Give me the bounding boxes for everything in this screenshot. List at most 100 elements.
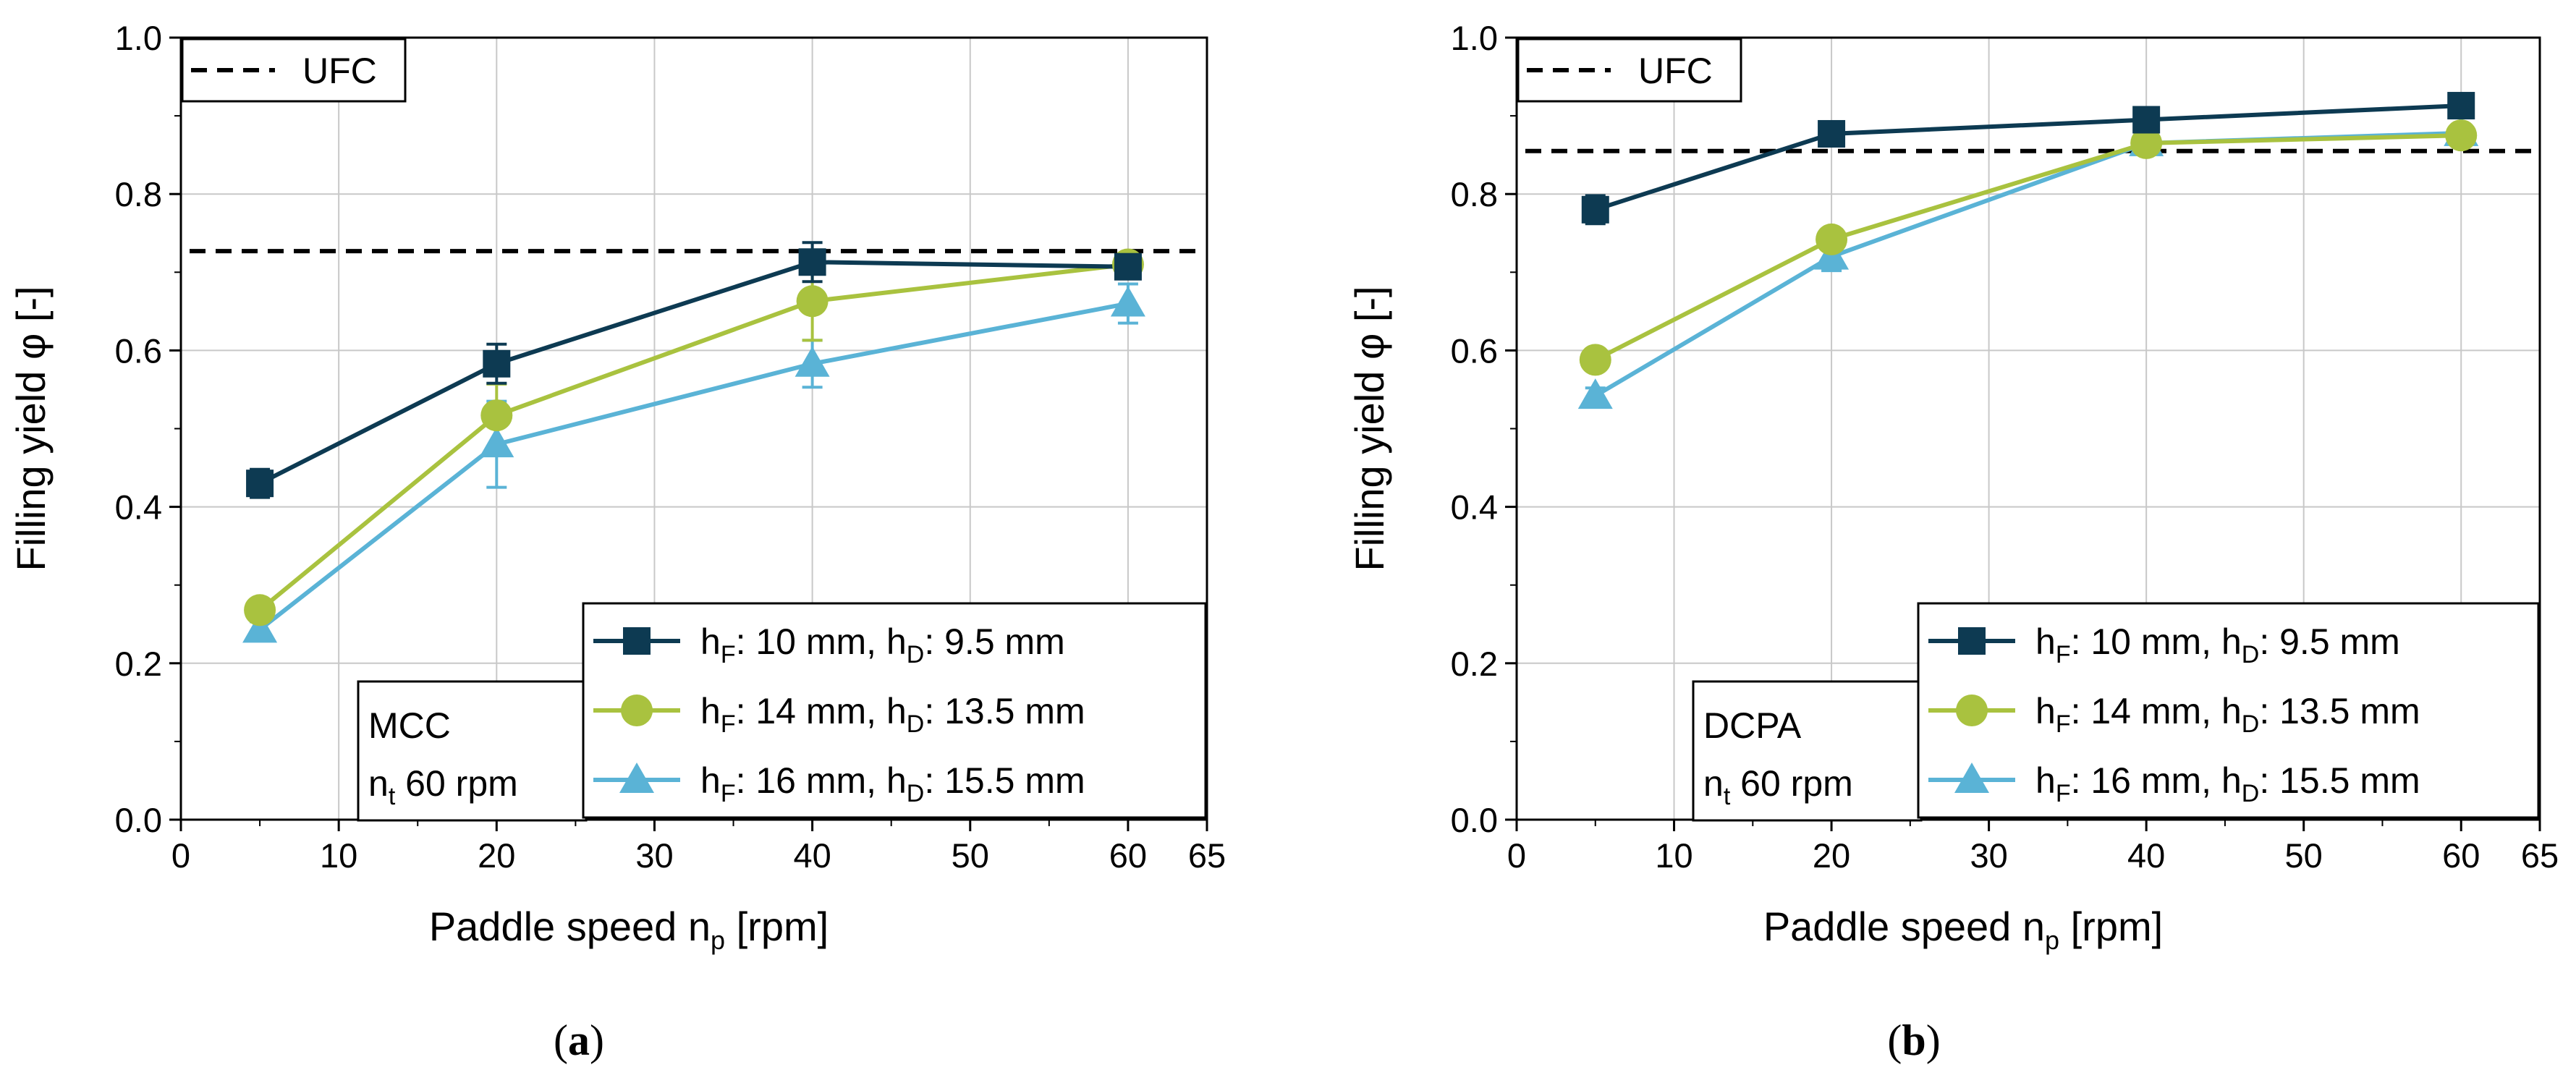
series-legend-b: hF: 10 mm, hD: 9.5 mm hF: 14 mm, hD: 13.… [1917, 602, 2540, 819]
data-point-b-2-1 [1816, 223, 1848, 255]
x-axis-title-b: Paddle speed np [rpm] [1763, 904, 2163, 955]
y-tick-label-b-4: 0.8 [1451, 175, 1498, 213]
series-line-b-2 [1594, 133, 2462, 362]
chart-panel-a: 0 10 20 30 40 50 60 65 0.0 0.2 0.4 0.6 0.8 1.0 Fillin… [8, 19, 1226, 1064]
data-point-a-3-2 [795, 346, 830, 377]
data-point-b-1-0 [1581, 195, 1609, 224]
legend-hf-sub-b-2: F [2056, 710, 2071, 738]
series-line-a-1 [258, 260, 1128, 485]
ufc-legend-a: UFC [181, 38, 407, 103]
material-annotation-a: MCC nt 60 rpm [357, 680, 588, 822]
panel-label-open-a: ( [554, 1016, 568, 1064]
legend-hd-value-a-1: : 9.5 mm [924, 621, 1064, 662]
legend-marker-a-1 [623, 627, 651, 655]
tumbler-speed-value-b: 60 rpm [1730, 763, 1853, 804]
panel-label-letter-a: a [568, 1016, 590, 1064]
x-axis-title-a: Paddle speed np [rpm] [429, 904, 829, 955]
series-legend-a: hF: 10 mm, hD: 9.5 mm hF: 14 mm, hD: 13.… [582, 602, 1207, 819]
data-point-a-1-1 [483, 349, 511, 378]
legend-hf-a-3: h [700, 760, 721, 801]
legend-entry-1-b: hF: 10 mm, hD: 9.5 mm [2035, 621, 2400, 668]
chart-panel-b: 0 10 20 30 40 50 60 65 0.0 0.2 0.4 0.6 0.8 1.0 Fillin… [1347, 19, 2559, 1064]
legend-entry-2-a: hF: 14 mm, hD: 13.5 mm [700, 691, 1085, 738]
panel-label-close-b: ) [1926, 1016, 1941, 1064]
y-tick-label-a-2: 0.4 [115, 488, 162, 527]
series-legend-samples-b [1928, 627, 2015, 793]
x-tick-label-b-3: 30 [1970, 836, 2007, 875]
series-legend-box-b [1917, 602, 2540, 819]
legend-hd-b-3: h [2221, 760, 2242, 801]
legend-hd-value-a-2: : 13.5 mm [924, 691, 1085, 731]
tumbler-speed-b: nt 60 rpm [1703, 763, 1853, 810]
ufc-legend-label-b: UFC [1638, 51, 1713, 91]
data-point-b-1-1 [1818, 119, 1846, 148]
x-tick-label-a-5: 50 [952, 836, 989, 875]
legend-hd-a-3: h [886, 760, 907, 801]
x-axis-title-sub-a: p [711, 925, 725, 955]
material-name-a: MCC [368, 705, 451, 746]
x-tick-label-b-6: 60 [2442, 836, 2480, 875]
y-tick-label-a-0: 0.0 [115, 801, 162, 839]
legend-hd-sub-b-3: D [2242, 780, 2260, 807]
legend-hf-b-2: h [2035, 691, 2056, 731]
data-point-a-3-3 [1110, 286, 1145, 317]
x-tick-label-b-7: 65 [2521, 836, 2559, 875]
x-tick-label-b-4: 40 [2127, 836, 2165, 875]
legend-marker-b-3 [1954, 763, 1989, 793]
series-line-a-2 [258, 262, 1129, 612]
legend-marker-b-2 [1956, 695, 1988, 726]
legend-hd-sub-a-2: D [907, 710, 925, 738]
legend-hf-a-1: h [700, 621, 721, 662]
legend-hd-a-1: h [886, 621, 907, 662]
legend-hf-value-b-2: : 14 mm, [2071, 691, 2221, 731]
panel-label-b: (b) [1887, 1016, 1940, 1064]
data-point-b-2-2 [2130, 127, 2163, 159]
tumbler-speed-prefix-b: n [1703, 763, 1724, 804]
grid-lines-b [1517, 38, 2540, 820]
data-series-b [1577, 92, 2479, 409]
data-point-a-1-2 [798, 248, 826, 276]
data-point-a-1-0 [246, 470, 274, 498]
legend-hf-sub-a-2: F [721, 710, 736, 738]
legend-entry-2-b: hF: 14 mm, hD: 13.5 mm [2035, 691, 2420, 738]
legend-hd-value-b-1: : 9.5 mm [2259, 621, 2399, 662]
legend-hf-value-b-1: : 10 mm, [2071, 621, 2221, 662]
ufc-legend-b: UFC [1517, 38, 1742, 103]
y-tick-label-a-5: 1.0 [115, 19, 162, 57]
data-point-a-2-0 [244, 594, 276, 627]
legend-entry-3-b: hF: 16 mm, hD: 15.5 mm [2035, 760, 2420, 807]
series-line-a-3 [258, 301, 1129, 632]
legend-hf-b-1: h [2035, 621, 2056, 662]
legend-hf-value-a-1: : 10 mm, [736, 621, 886, 662]
x-tick-label-b-1: 10 [1655, 836, 1692, 875]
series-legend-samples-a [593, 627, 680, 793]
grid-lines-a [181, 38, 1207, 820]
y-tick-label-b-2: 0.4 [1451, 488, 1498, 527]
panel-label-close-a: ) [590, 1016, 604, 1064]
x-tick-label-b-2: 20 [1813, 836, 1850, 875]
tumbler-speed-value-a: 60 rpm [395, 763, 518, 804]
legend-hf-sub-b-3: F [2056, 780, 2071, 807]
x-tick-label-a-0: 0 [171, 836, 190, 875]
x-axis-title-unit-a: [rpm] [725, 904, 829, 949]
legend-marker-b-1 [1958, 627, 1986, 655]
data-point-a-3-0 [242, 612, 278, 643]
material-name-b: DCPA [1703, 705, 1802, 746]
y-tick-label-a-3: 0.6 [115, 331, 162, 370]
panel-label-open-b: ( [1887, 1016, 1902, 1064]
legend-hd-value-a-3: : 15.5 mm [924, 760, 1085, 801]
legend-hf-value-b-3: : 16 mm, [2071, 760, 2221, 801]
legend-hd-sub-a-3: D [907, 780, 925, 807]
legend-marker-a-3 [619, 763, 654, 793]
legend-entry-3-a: hF: 16 mm, hD: 15.5 mm [700, 760, 1085, 807]
legend-hd-sub-a-1: D [907, 641, 925, 668]
material-annotation-b: DCPA nt 60 rpm [1692, 680, 1923, 822]
x-tick-label-b-0: 0 [1507, 836, 1526, 875]
legend-entry-1-a: hF: 10 mm, hD: 9.5 mm [700, 621, 1065, 668]
legend-hf-sub-b-1: F [2056, 641, 2071, 668]
legend-hf-b-3: h [2035, 760, 2056, 801]
y-tick-label-b-1: 0.2 [1451, 645, 1498, 683]
data-point-b-2-3 [2445, 119, 2478, 152]
x-axis-title-unit-b: [rpm] [2059, 904, 2163, 949]
